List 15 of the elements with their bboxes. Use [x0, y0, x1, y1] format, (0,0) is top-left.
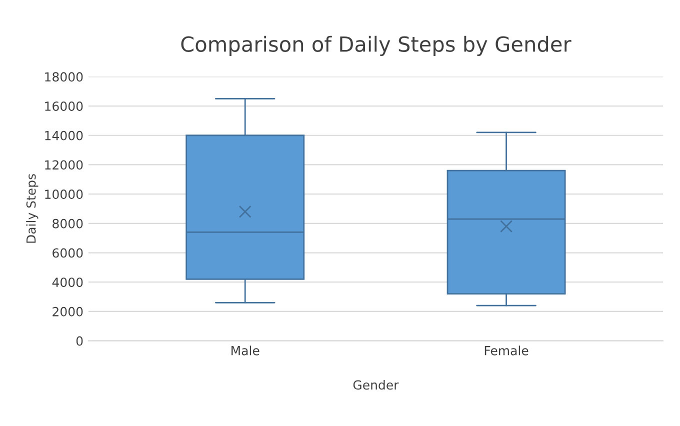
y-tick-label: 8000 — [52, 218, 83, 228]
chart-title: Comparison of Daily Steps by Gender — [181, 36, 572, 56]
x-tick-label: Male — [232, 346, 260, 356]
y-axis-title: Daily Steps — [26, 174, 38, 243]
y-tick-label: 14000 — [45, 130, 83, 140]
y-tick-label: 16000 — [45, 102, 83, 111]
x-axis-title: Gender — [353, 380, 399, 390]
x-tick-label: Female — [484, 346, 528, 356]
y-tick-label: 6000 — [52, 248, 83, 258]
y-tick-label: 4000 — [52, 278, 83, 288]
y-tick-label: 18000 — [45, 72, 83, 82]
y-tick-label: 0 — [76, 336, 83, 346]
y-tick-label: 2000 — [52, 306, 83, 316]
y-tick-label: 10000 — [45, 190, 83, 199]
y-tick-label: 12000 — [45, 160, 83, 170]
